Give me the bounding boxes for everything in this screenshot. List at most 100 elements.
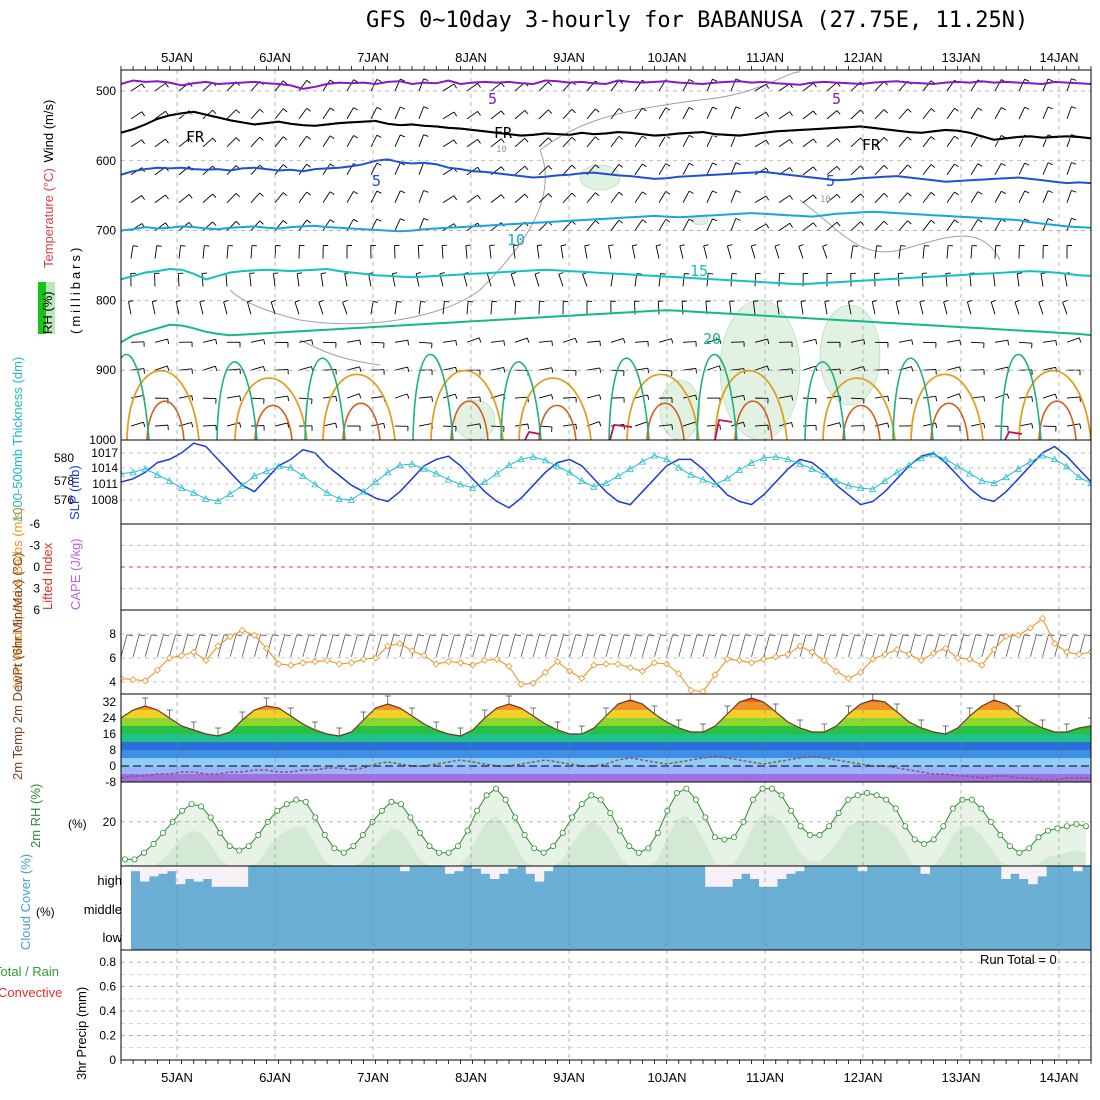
rh-point	[1044, 827, 1051, 834]
precip-convective-label: Convective	[0, 985, 62, 1000]
temp-band	[121, 742, 1091, 750]
wind-barb	[919, 301, 924, 315]
wind-barb-flag	[1024, 190, 1030, 194]
wind-barb	[896, 634, 904, 657]
isotherm-10	[121, 210, 1091, 233]
ylabel-lifted-index: Lifted Index	[40, 542, 55, 610]
high-cloud-gap	[220, 866, 231, 887]
wind-barb-flag	[527, 423, 530, 430]
wind-barb	[490, 110, 502, 120]
wind-barb-flag	[1001, 107, 1006, 111]
thickness-point	[153, 470, 162, 478]
contour-green	[892, 357, 934, 440]
wind-barb-flag	[1001, 190, 1006, 195]
wind-barb	[560, 245, 564, 259]
wind-barb	[558, 273, 564, 287]
wind-barb-flag	[376, 190, 382, 194]
wind-barb-flag	[235, 193, 241, 198]
wind-barb	[946, 191, 955, 203]
contour-green	[216, 361, 258, 440]
wind-barb	[634, 421, 648, 427]
wind-barb-flag	[407, 340, 410, 346]
wind-barb	[775, 634, 783, 657]
wind-barb	[250, 397, 265, 400]
wind-barb-flag	[372, 301, 379, 303]
rh-point	[502, 796, 509, 803]
contour-brown	[538, 404, 577, 440]
thickness-point	[772, 452, 780, 460]
wind-barb-flag	[1071, 217, 1077, 221]
rh-point	[455, 843, 462, 850]
wind-barb	[754, 139, 767, 148]
temp-band	[121, 718, 1091, 726]
wind-barb	[706, 190, 713, 203]
contour-label: 10	[507, 231, 525, 249]
precip-total-rain-label: Total / Rain	[0, 964, 59, 979]
wind-barb-flag	[939, 634, 946, 637]
wind-barb	[850, 397, 865, 400]
wind-barb-flag	[954, 135, 959, 140]
wind-speed-point	[675, 670, 683, 678]
rh-point	[559, 829, 566, 836]
temp-bands	[121, 694, 1091, 782]
thickness-point	[553, 462, 562, 470]
thickness-point	[905, 461, 913, 469]
wind-barb	[945, 634, 952, 657]
wind-barb	[465, 245, 468, 259]
wind-speed-point	[432, 660, 440, 668]
wind-barb-flag	[595, 136, 600, 141]
wind-barb	[466, 83, 478, 92]
wind-barb	[634, 367, 648, 371]
wind-speed-point	[966, 655, 974, 663]
thk-tick: 580	[54, 451, 74, 465]
wind-barb-flag	[688, 190, 694, 194]
thickness-point	[1063, 462, 1071, 470]
wind-barb	[898, 192, 908, 203]
wind-barb	[593, 634, 601, 657]
wind-barb-flag	[477, 194, 481, 200]
rh-point	[388, 798, 395, 805]
wind-barb	[730, 106, 737, 120]
wind-barb	[346, 79, 354, 92]
wind-barb-flag	[876, 245, 882, 247]
date-label-bottom: 14JAN	[1039, 1070, 1078, 1085]
wind-speed-point	[1075, 650, 1083, 658]
wind-barb	[298, 366, 312, 371]
wind-barb	[994, 393, 1008, 399]
wind-barb-flag	[489, 244, 495, 247]
wind-barb-flag	[789, 223, 793, 228]
wind-barb-flag	[751, 244, 757, 247]
wind-barb-flag	[735, 218, 741, 221]
wind-barb-flag	[977, 191, 983, 195]
wind-barb	[370, 107, 378, 120]
rh-series	[122, 785, 1090, 866]
wind-barb-flag	[260, 634, 267, 637]
wind-barb-flag	[392, 272, 398, 275]
wind-barb	[658, 107, 667, 120]
contour-label: 15	[690, 262, 708, 280]
wind-barb-flag	[765, 223, 770, 229]
contour-brown	[930, 402, 969, 440]
wind-barb	[178, 194, 190, 203]
wind-barb-flag	[423, 106, 429, 109]
wind-barb-flag	[500, 194, 505, 199]
thickness-point	[820, 470, 828, 478]
wind-barb-flag	[1072, 634, 1079, 637]
wind-barb	[1042, 366, 1056, 371]
wind-barb-flag	[548, 165, 553, 170]
wind-barb-flag	[1038, 299, 1044, 303]
wind-barb-flag	[813, 138, 817, 144]
wind-barb-flag	[1014, 300, 1020, 303]
wind-barb	[226, 193, 237, 203]
wind-barb-flag	[1024, 162, 1030, 166]
thickness-line	[121, 453, 1091, 502]
ylabel-cape: CAPE (J/kg)	[68, 538, 83, 610]
wind-barb	[489, 245, 492, 259]
wind-barb	[802, 138, 814, 148]
wind-barb	[154, 222, 166, 231]
wind-barb	[249, 273, 252, 287]
wind-barb-flag	[165, 110, 169, 116]
wind-barb	[970, 135, 979, 148]
temp-band	[121, 734, 1091, 742]
wind-barb-flag	[166, 365, 170, 371]
